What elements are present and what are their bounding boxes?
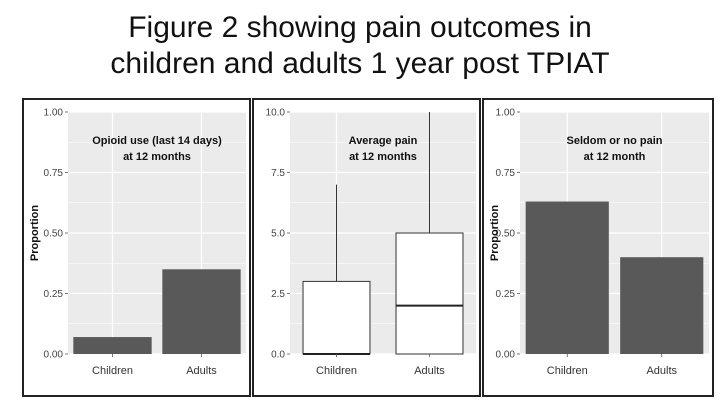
y-tick-label: 1.00 [44, 108, 64, 119]
bar-adults [162, 269, 241, 354]
figure-title-line-2: children and adults 1 year post TPIAT [110, 47, 610, 80]
y-tick-label: 7.5 [271, 168, 285, 179]
chart-annotation-line-1: Opioid use (last 14 days) [92, 135, 222, 147]
chart-annotation-line-1: Average pain [349, 135, 418, 147]
y-tick-label: 0.00 [44, 350, 64, 361]
x-category-label-adults: Adults [646, 365, 677, 377]
chart-annotation-line-2: at 12 months [349, 151, 417, 163]
x-category-label-children: Children [92, 365, 133, 377]
y-axis-label: Proportion [29, 205, 41, 261]
bar-children [525, 201, 609, 354]
chart-opioid-use: 0.00 0.25 0.50 0.75 1.00 Children Adults Propor… [29, 108, 246, 377]
bar-adults [620, 257, 704, 354]
figure-title-line-1: Figure 2 showing pain outcomes in [128, 11, 592, 44]
x-category-label-adults: Adults [414, 365, 445, 377]
y-tick-label: 0.25 [44, 289, 64, 300]
box-children [302, 280, 371, 355]
y-tick-label: 0.00 [496, 350, 516, 361]
figure-title: Figure 2 showing pain outcomes in childr… [0, 10, 720, 82]
chart-annotation-line-2: at 12 months [123, 151, 191, 163]
chart-panel-average-pain: 0.0 2.5 5.0 7.5 10.0 Children Adults Average pa… [252, 98, 481, 397]
y-tick-label: 2.5 [271, 289, 285, 300]
x-category-label-children: Children [316, 365, 357, 377]
y-tick-label: 0.75 [496, 168, 516, 179]
chart-annotation-line-1: Seldom or no pain [567, 135, 663, 147]
y-tick-label: 0.50 [44, 229, 64, 240]
chart-panel-opioid-use: 0.00 0.25 0.50 0.75 1.00 Children Adults Propor… [22, 98, 251, 397]
y-tick-label: 0.0 [271, 350, 285, 361]
chart-average-pain: 0.0 2.5 5.0 7.5 10.0 Children Adults Average pa… [266, 108, 476, 377]
y-tick-label: 0.75 [44, 168, 64, 179]
y-tick-label: 1.00 [496, 108, 516, 119]
x-category-label-children: Children [547, 365, 588, 377]
x-category-label-adults: Adults [186, 365, 217, 377]
chart-seldom-no-pain: 0.00 0.25 0.50 0.75 1.00 Children Adults Propor… [489, 108, 709, 377]
chart-panel-seldom-no-pain: 0.00 0.25 0.50 0.75 1.00 Children Adults Propor… [482, 98, 714, 397]
y-tick-label: 5.0 [271, 229, 285, 240]
box-adults [395, 232, 464, 355]
bar-children [73, 337, 152, 354]
y-tick-label: 0.50 [496, 229, 516, 240]
y-tick-label: 0.25 [496, 289, 516, 300]
y-tick-label: 10.0 [266, 108, 286, 119]
y-axis-label: Proportion [489, 205, 501, 261]
chart-annotation-line-2: at 12 month [584, 151, 646, 163]
